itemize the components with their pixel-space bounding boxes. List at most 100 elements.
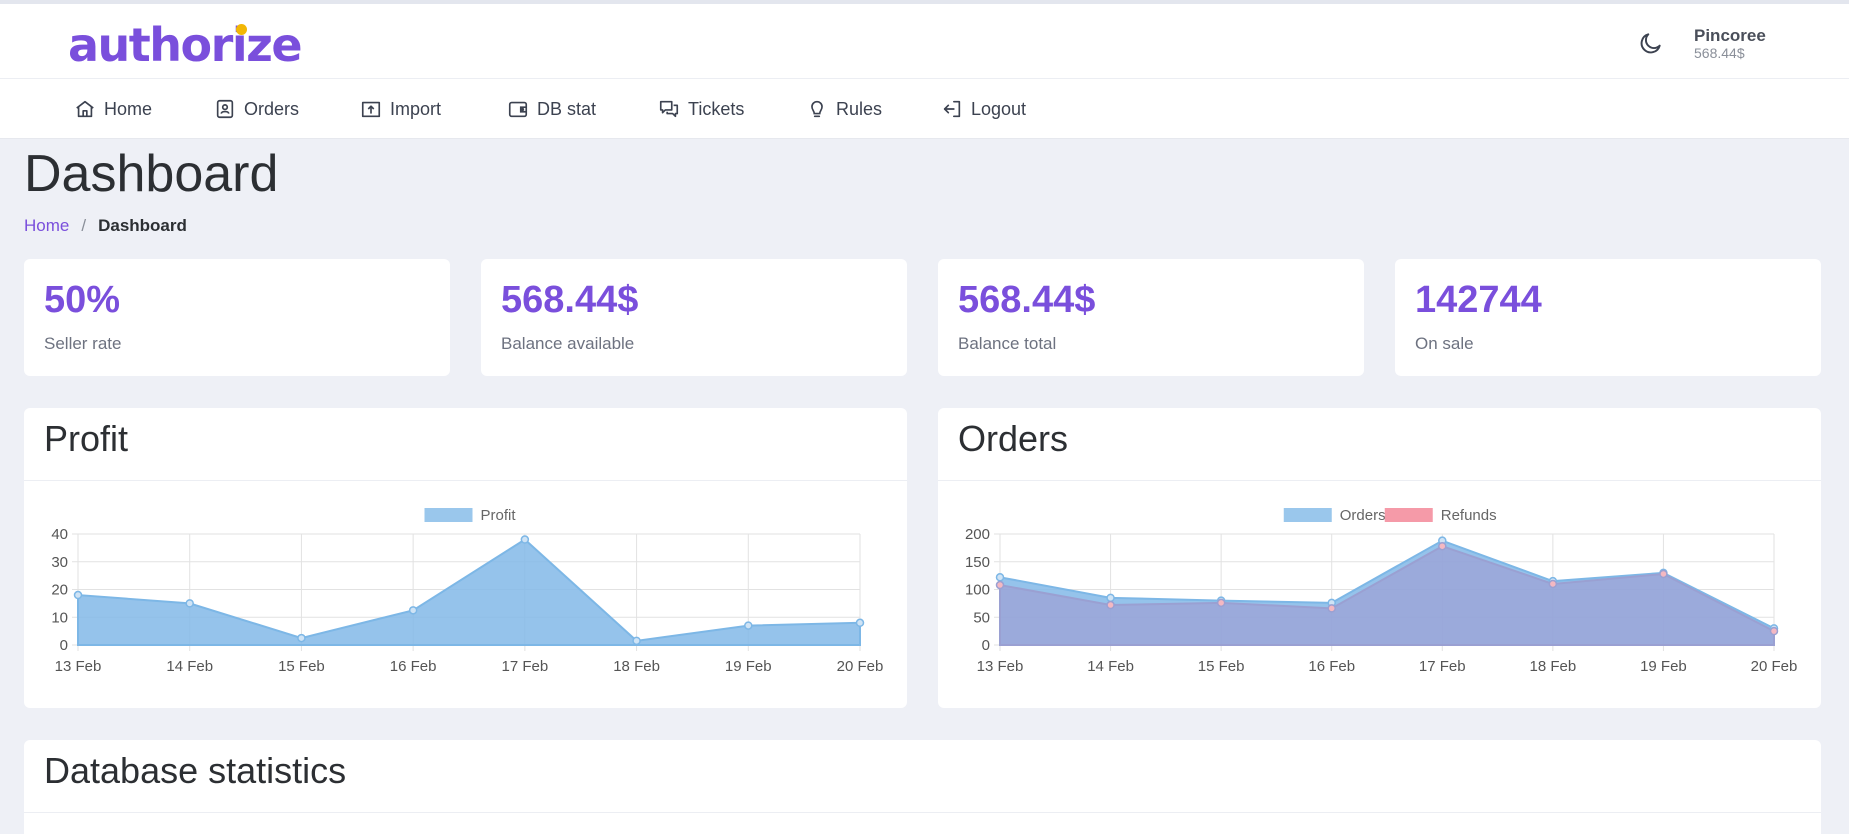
stat-label: Balance available <box>501 334 635 353</box>
nav-item-import[interactable]: Import <box>360 79 441 139</box>
nav-item-label: Tickets <box>688 98 745 119</box>
x-tick-label: 20 Feb <box>1751 658 1798 675</box>
data-point-orders <box>995 573 1005 582</box>
page-title: Dashboard <box>24 145 279 203</box>
profit-chart: Profit 0 10 20 30 40 13 Feb 14 Feb 15 Feb 16 Feb 1… <box>51 507 884 675</box>
data-point-refunds <box>1106 600 1115 610</box>
legend-label-profit: Profit <box>481 507 517 524</box>
breadcrumb-home-link[interactable]: Home <box>24 216 70 235</box>
stat-label: Seller rate <box>44 334 122 353</box>
legend-label-refunds: Refunds <box>1441 507 1497 524</box>
nav-item-label: DB stat <box>537 98 597 119</box>
nav-bar: Home Orders Import DB stat Tickets Rules… <box>0 79 1849 139</box>
stat-value: 568.44$ <box>958 279 1096 321</box>
moon-icon[interactable] <box>1638 30 1664 56</box>
data-point-profit <box>744 621 753 630</box>
data-point-profit <box>855 618 865 628</box>
stat-value: 568.44$ <box>501 279 639 321</box>
orders-panel: Orders Orders Refunds 0 50 100 150 200 13 Feb 14… <box>938 408 1821 708</box>
x-tick-label: 17 Feb <box>1419 658 1466 675</box>
nav-item-label: Import <box>390 98 442 119</box>
nav-item-label: Home <box>104 98 153 119</box>
y-tick-label: 100 <box>965 582 990 599</box>
breadcrumb-separator: / <box>81 216 87 235</box>
profit-panel: Profit Profit 0 10 20 30 40 13 Feb 14 Feb 15 Feb… <box>24 408 907 708</box>
logo[interactable]: authorize <box>68 18 303 72</box>
data-point-profit <box>297 633 306 643</box>
data-point-profit <box>408 606 418 615</box>
nav-item-db-stat[interactable]: DB stat <box>507 79 596 139</box>
logo-dot <box>236 24 247 35</box>
orders-icon <box>216 99 234 119</box>
orders-chart: Orders Refunds 0 50 100 150 200 13 Feb 14 Feb 15 … <box>965 507 1798 675</box>
user-name[interactable]: Pincoree <box>1694 26 1766 45</box>
data-point-profit <box>632 636 641 646</box>
panel-title: Profit <box>44 418 129 459</box>
nav-item-rules[interactable]: Rules <box>806 79 882 139</box>
stat-value: 50% <box>44 279 121 321</box>
stat-card-seller-rate: 50% Seller rate <box>24 259 450 376</box>
nav-item-logout[interactable]: Logout <box>941 79 1026 139</box>
data-point-refunds <box>995 580 1005 590</box>
lightbulb-icon <box>811 100 823 118</box>
x-tick-label: 15 Feb <box>1198 658 1245 675</box>
stat-card-on-sale: 142744 On sale <box>1395 259 1821 376</box>
x-tick-label: 14 Feb <box>1087 658 1134 675</box>
y-tick-label: 0 <box>982 637 990 654</box>
x-tick-label: 18 Feb <box>1530 658 1577 675</box>
data-point-refunds <box>1769 626 1779 636</box>
y-tick-label: 200 <box>965 526 990 543</box>
x-tick-label: 17 Feb <box>502 658 549 675</box>
import-icon <box>361 101 381 118</box>
series-area-refunds <box>999 545 1775 646</box>
user-balance: 568.44$ <box>1694 45 1745 61</box>
stat-label: Balance total <box>958 334 1057 353</box>
data-point-profit <box>520 535 530 544</box>
x-tick-label: 20 Feb <box>837 658 884 675</box>
wallet-icon <box>508 101 528 118</box>
legend-swatch-refunds <box>1384 508 1433 522</box>
stat-value: 142744 <box>1415 279 1542 321</box>
stat-card-balance-available: 568.44$ Balance available <box>481 259 907 376</box>
breadcrumb: Home / Dashboard <box>24 216 187 236</box>
stat-card-balance-total: 568.44$ Balance total <box>938 259 1364 376</box>
x-tick-label: 16 Feb <box>390 658 437 675</box>
panel-divider <box>24 480 907 481</box>
data-point-refunds <box>1548 579 1558 589</box>
legend-label-orders: Orders <box>1340 507 1386 524</box>
nav-item-label: Logout <box>971 98 1027 119</box>
y-tick-label: 10 <box>51 609 68 626</box>
x-tick-label: 16 Feb <box>1308 658 1355 675</box>
data-point-orders <box>1106 593 1115 603</box>
data-point-refunds <box>1216 598 1226 608</box>
x-tick-label: 15 Feb <box>278 658 325 675</box>
panel-title: Database statistics <box>44 750 347 791</box>
x-tick-label: 14 Feb <box>166 658 213 675</box>
x-tick-label: 18 Feb <box>613 658 660 675</box>
chat-icon <box>659 100 679 118</box>
legend-swatch-orders <box>1283 508 1332 522</box>
y-tick-label: 40 <box>51 526 68 543</box>
home-icon <box>76 100 94 118</box>
x-tick-label: 19 Feb <box>725 658 772 675</box>
y-tick-label: 0 <box>60 637 68 654</box>
data-point-refunds <box>1438 541 1447 551</box>
nav-item-label: Orders <box>244 98 300 119</box>
legend-swatch-profit <box>424 508 473 522</box>
logout-icon <box>943 100 961 118</box>
breadcrumb-current: Dashboard <box>98 216 187 235</box>
nav-item-orders[interactable]: Orders <box>214 79 299 139</box>
stat-label: On sale <box>1415 334 1474 353</box>
x-tick-label: 19 Feb <box>1640 658 1687 675</box>
y-tick-label: 30 <box>51 554 68 571</box>
panel-divider <box>938 480 1821 481</box>
nav-item-home[interactable]: Home <box>74 79 152 139</box>
panel-divider <box>24 812 1821 813</box>
nav-item-tickets[interactable]: Tickets <box>658 79 744 139</box>
data-point-profit <box>73 590 83 600</box>
data-point-refunds <box>1659 569 1668 579</box>
y-tick-label: 150 <box>965 554 990 571</box>
series-area-profit <box>77 538 861 646</box>
y-tick-label: 20 <box>51 582 68 599</box>
y-tick-label: 50 <box>973 609 990 626</box>
